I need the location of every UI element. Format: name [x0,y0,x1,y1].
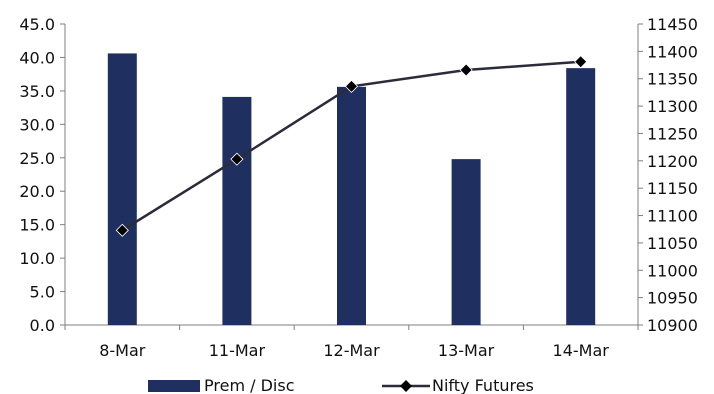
x-axis-ticks: 8-Mar 11-Mar 12-Mar 13-Mar 14-Mar [64,325,639,360]
right-tick-label: 11250 [647,124,698,143]
bar [107,53,137,325]
left-tick-label: 0.0 [30,316,55,335]
left-tick-label: 35.0 [19,82,55,101]
right-tick-label: 11400 [647,42,698,61]
right-tick-label: 11050 [647,234,698,253]
bar [222,96,252,325]
line-series [115,55,588,237]
line-point [574,55,588,69]
bar-series [107,53,596,326]
right-tick-label: 10950 [647,289,698,308]
right-tick-label: 11350 [647,70,698,89]
left-tick-label: 30.0 [19,115,55,134]
right-tick-label: 11300 [647,97,698,116]
left-tick-label: 40.0 [19,48,55,67]
legend: Prem / Disc Nifty Futures [148,376,534,394]
legend-label-line: Nifty Futures [432,376,534,394]
right-tick-label: 10900 [647,316,698,335]
left-tick-label: 5.0 [30,283,55,302]
left-tick-label: 25.0 [19,149,55,168]
left-tick-label: 45.0 [19,15,55,34]
right-tick-label: 11150 [647,179,698,198]
x-tick-label: 8-Mar [99,341,146,360]
right-tick-label: 11450 [647,15,698,34]
line-point [115,223,129,237]
right-tick-label: 11000 [647,261,698,280]
bar [451,159,481,325]
line-point [344,79,359,93]
x-tick-label: 14-Mar [553,341,610,360]
legend-swatch-bars [148,380,200,392]
left-tick-label: 15.0 [19,216,55,235]
legend-label-bars: Prem / Disc [204,376,294,394]
line-point [459,63,473,77]
legend-swatch-diamond [400,380,412,392]
left-axis-ticks: 0.0 5.0 10.0 15.0 20.0 25.0 30.0 35.0 40.0 45.0 [19,15,65,335]
x-tick-label: 13-Mar [438,341,495,360]
left-tick-label: 10.0 [19,249,55,268]
right-axis-ticks: 10900 10950 11000 11050 11100 11150 11200 11250… [638,15,698,335]
bar [566,68,596,325]
x-tick-label: 11-Mar [209,341,266,360]
left-tick-label: 20.0 [19,182,55,201]
bar [337,86,366,326]
right-tick-label: 11200 [647,152,698,171]
x-tick-label: 12-Mar [323,341,380,360]
line-point [230,152,244,166]
right-tick-label: 11100 [647,207,698,226]
